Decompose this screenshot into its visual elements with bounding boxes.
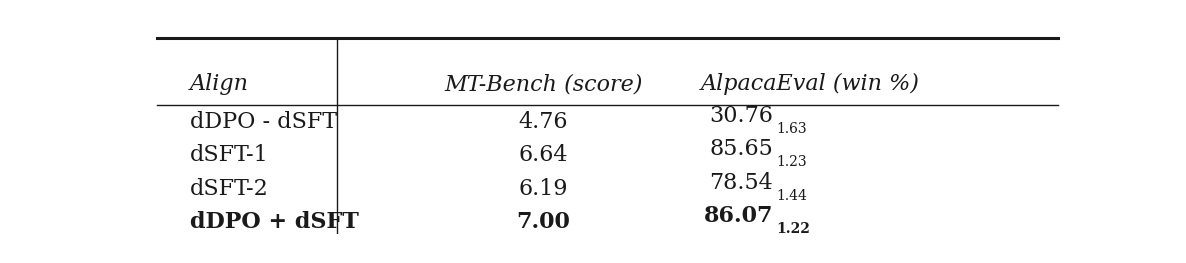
- Text: dSFT-2: dSFT-2: [190, 178, 268, 200]
- Text: dDPO + dSFT: dDPO + dSFT: [190, 211, 358, 233]
- Text: 7.00: 7.00: [517, 211, 570, 233]
- Text: 86.07: 86.07: [703, 205, 773, 227]
- Text: MT-Bench (score): MT-Bench (score): [445, 73, 643, 95]
- Text: 6.64: 6.64: [518, 144, 568, 166]
- Text: 1.44: 1.44: [776, 189, 806, 203]
- Text: 1.23: 1.23: [776, 155, 806, 169]
- Text: 6.19: 6.19: [518, 178, 568, 200]
- Text: 1.63: 1.63: [776, 122, 806, 136]
- Text: AlpacaEval (win %): AlpacaEval (win %): [701, 73, 919, 95]
- Text: 30.76: 30.76: [709, 105, 773, 127]
- Text: Align: Align: [190, 73, 249, 95]
- Text: 4.76: 4.76: [518, 111, 568, 133]
- Text: 85.65: 85.65: [709, 138, 773, 160]
- Text: 78.54: 78.54: [709, 171, 773, 194]
- Text: 1.22: 1.22: [776, 222, 810, 236]
- Text: dSFT-1: dSFT-1: [190, 144, 268, 166]
- Text: dDPO - dSFT: dDPO - dSFT: [190, 111, 337, 133]
